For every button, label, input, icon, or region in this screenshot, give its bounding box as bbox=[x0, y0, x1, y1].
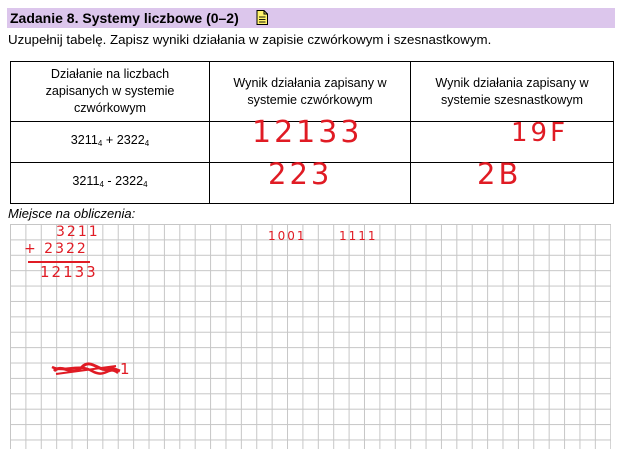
table-row: 32114 - 23224 223 2B bbox=[10, 157, 614, 204]
table-header-row: Działanie na liczbach zapisanych w syste… bbox=[10, 61, 614, 122]
answer-table: Działanie na liczbach zapisanych w syste… bbox=[10, 61, 614, 204]
task-title: Zadanie 8. Systemy liczbowe (0–2) bbox=[10, 10, 239, 26]
operation-cell: 32114 - 23224 bbox=[10, 162, 210, 204]
scratch-operand1: 3211 bbox=[56, 224, 100, 240]
calculation-grid[interactable]: 3211 + 2322 12133 1001 1111 1 bbox=[10, 224, 611, 449]
instruction-text: Uzupełnij tabelę. Zapisz wyniki działani… bbox=[8, 32, 492, 47]
operation-cell: 32114 + 23224 bbox=[10, 121, 210, 163]
header-operation: Działanie na liczbach zapisanych w syste… bbox=[10, 61, 210, 122]
handwritten-answer-base4: 223 bbox=[268, 157, 333, 191]
header-base16-result: Wynik działania zapisany w systemie szes… bbox=[410, 61, 614, 122]
calculation-area-label: Miejsce na obliczenia: bbox=[8, 206, 136, 221]
base16-answer-cell[interactable]: 2B bbox=[410, 157, 614, 204]
base16-answer-cell[interactable]: 19F bbox=[410, 118, 614, 163]
scratch-binary-1: 1001 bbox=[268, 229, 307, 243]
base4-answer-cell[interactable]: 223 bbox=[209, 157, 411, 204]
document-pencil-icon bbox=[256, 10, 268, 25]
handwritten-answer-base4: 12133 bbox=[252, 115, 363, 150]
scratch-operand2: + 2322 bbox=[24, 241, 88, 257]
scratch-result: 12133 bbox=[40, 263, 98, 281]
task-header: Zadanie 8. Systemy liczbowe (0–2) bbox=[7, 8, 615, 28]
handwritten-answer-base16: 19F bbox=[511, 118, 569, 148]
scratch-sum-line bbox=[28, 261, 90, 263]
scratch-struck-tail: 1 bbox=[120, 360, 132, 378]
scratch-binary-2: 1111 bbox=[339, 229, 378, 243]
handwritten-answer-base16: 2B bbox=[477, 157, 522, 191]
header-base4-result: Wynik działania zapisany w systemie czwó… bbox=[209, 61, 411, 122]
scratch-crossed-out bbox=[51, 362, 121, 375]
